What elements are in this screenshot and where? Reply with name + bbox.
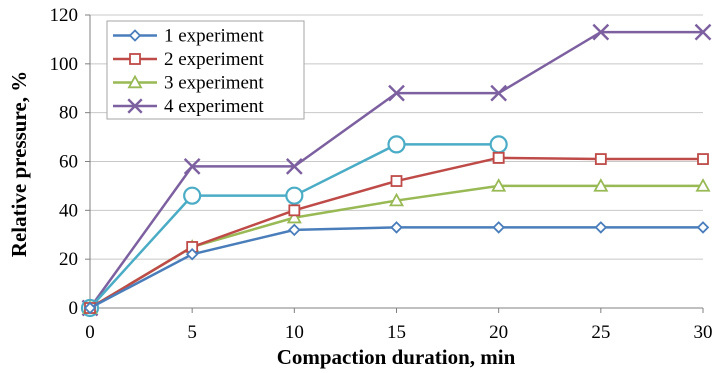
x-tick-labels: 0 5 10 15 20 25 30 (85, 322, 712, 343)
series-2-point-2 (289, 205, 299, 215)
series-5-point-2 (286, 188, 302, 204)
legend-label-1: 1 experiment (164, 26, 264, 47)
series-1-point-6 (698, 222, 708, 232)
series-1-point-5 (596, 222, 606, 232)
y-tick-label-120: 120 (50, 5, 79, 26)
series-6-point-1 (596, 154, 606, 164)
x-tick-label-10: 10 (285, 322, 304, 343)
x-tick-label-5: 5 (187, 322, 197, 343)
legend-label-2: 2 experiment (164, 49, 264, 70)
y-tick-label-0: 0 (69, 298, 79, 319)
series-1-line (90, 227, 703, 308)
series-5-point-4 (491, 136, 507, 152)
x-tick-label-0: 0 (85, 322, 95, 343)
legend-label-3: 3 experiment (164, 73, 264, 94)
series-2-point-3 (392, 176, 402, 186)
y-tick-label-80: 80 (59, 103, 78, 124)
y-tick-label-40: 40 (59, 200, 78, 221)
legend-marker-2 (130, 54, 140, 64)
series-6-point-0 (494, 153, 504, 163)
y-tick-label-20: 20 (59, 249, 78, 270)
series-1-point-3 (392, 222, 402, 232)
series-6 (494, 153, 708, 164)
x-axis-title: Compaction duration, min (277, 345, 516, 369)
y-tick-labels: 0 20 40 60 80 100 120 (50, 5, 79, 319)
y-axis-title: Relative pressure, % (7, 71, 31, 257)
series-3 (84, 180, 709, 313)
x-tick-label-15: 15 (387, 322, 406, 343)
x-tick-label-20: 20 (489, 322, 508, 343)
x-tick-label-30: 30 (694, 322, 713, 343)
x-tick-label-25: 25 (591, 322, 610, 343)
y-tick-label-60: 60 (59, 152, 78, 173)
legend-label-4: 4 experiment (164, 96, 264, 117)
series-6-point-2 (698, 154, 708, 164)
series-5-point-3 (389, 136, 405, 152)
series-1-point-4 (494, 222, 504, 232)
series-1-point-2 (289, 225, 299, 235)
y-tick-label-100: 100 (50, 54, 79, 75)
series-1 (85, 222, 708, 313)
series-5-point-1 (184, 188, 200, 204)
